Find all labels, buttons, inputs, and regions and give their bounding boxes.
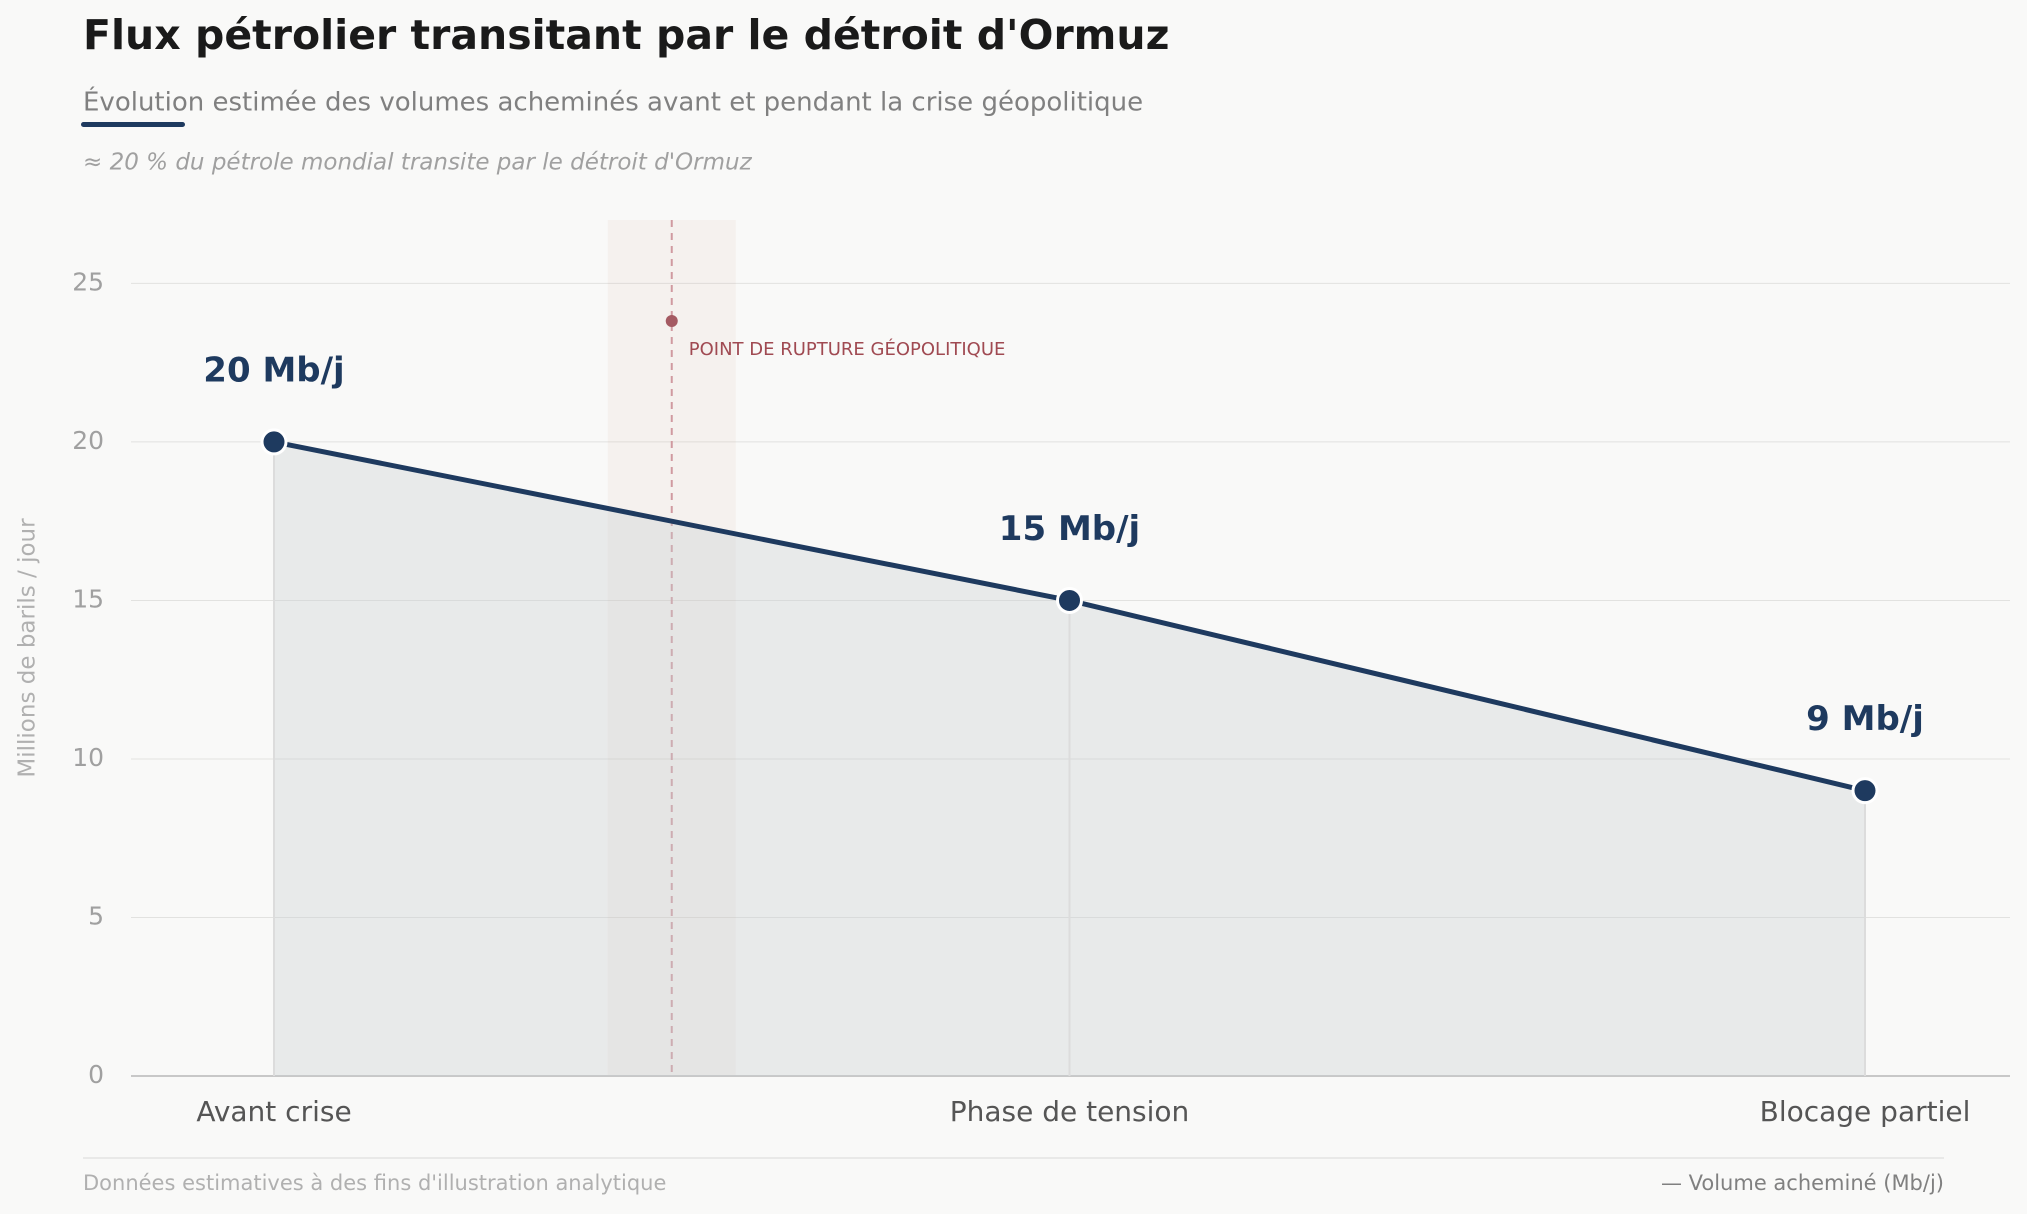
- data-label: 9 Mb/j: [1806, 699, 1924, 739]
- x-tick-label: Phase de tension: [950, 1095, 1190, 1128]
- y-tick-label: 10: [72, 743, 104, 772]
- y-axis-label: Millions de barils / jour: [15, 518, 41, 778]
- note: ≈ 20 % du pétrole mondial transite par l…: [83, 150, 753, 176]
- x-tick-label: Blocage partiel: [1760, 1095, 1971, 1128]
- annotation-band: [607, 220, 736, 1076]
- legend-entry: — Volume acheminé (Mb/j): [1661, 1171, 1944, 1195]
- point: [1056, 586, 1083, 614]
- chart-subtitle: Évolution estimée des volumes acheminés …: [83, 86, 1143, 118]
- data-label: 20 Mb/j: [203, 350, 344, 390]
- y-tick-label: 5: [88, 901, 104, 930]
- footer: Données estimatives à des fins d'illustr…: [83, 1171, 666, 1195]
- point: [260, 428, 288, 456]
- y-tick-label: 20: [72, 426, 104, 455]
- x-tick-label: Avant crise: [196, 1095, 351, 1128]
- chart-title: Flux pétrolier transitant par le détroit…: [83, 11, 1169, 59]
- annotation-label: POINT DE RUPTURE GÉOPOLITIQUE: [689, 338, 1006, 360]
- y-tick-label: 25: [72, 267, 104, 296]
- data-label: 15 Mb/j: [999, 509, 1140, 549]
- accent-underline: [81, 122, 185, 127]
- y-tick-label: 15: [72, 584, 104, 613]
- y-tick-label: 0: [88, 1060, 104, 1089]
- annotation-dot: [665, 315, 678, 327]
- point: [1851, 777, 1879, 805]
